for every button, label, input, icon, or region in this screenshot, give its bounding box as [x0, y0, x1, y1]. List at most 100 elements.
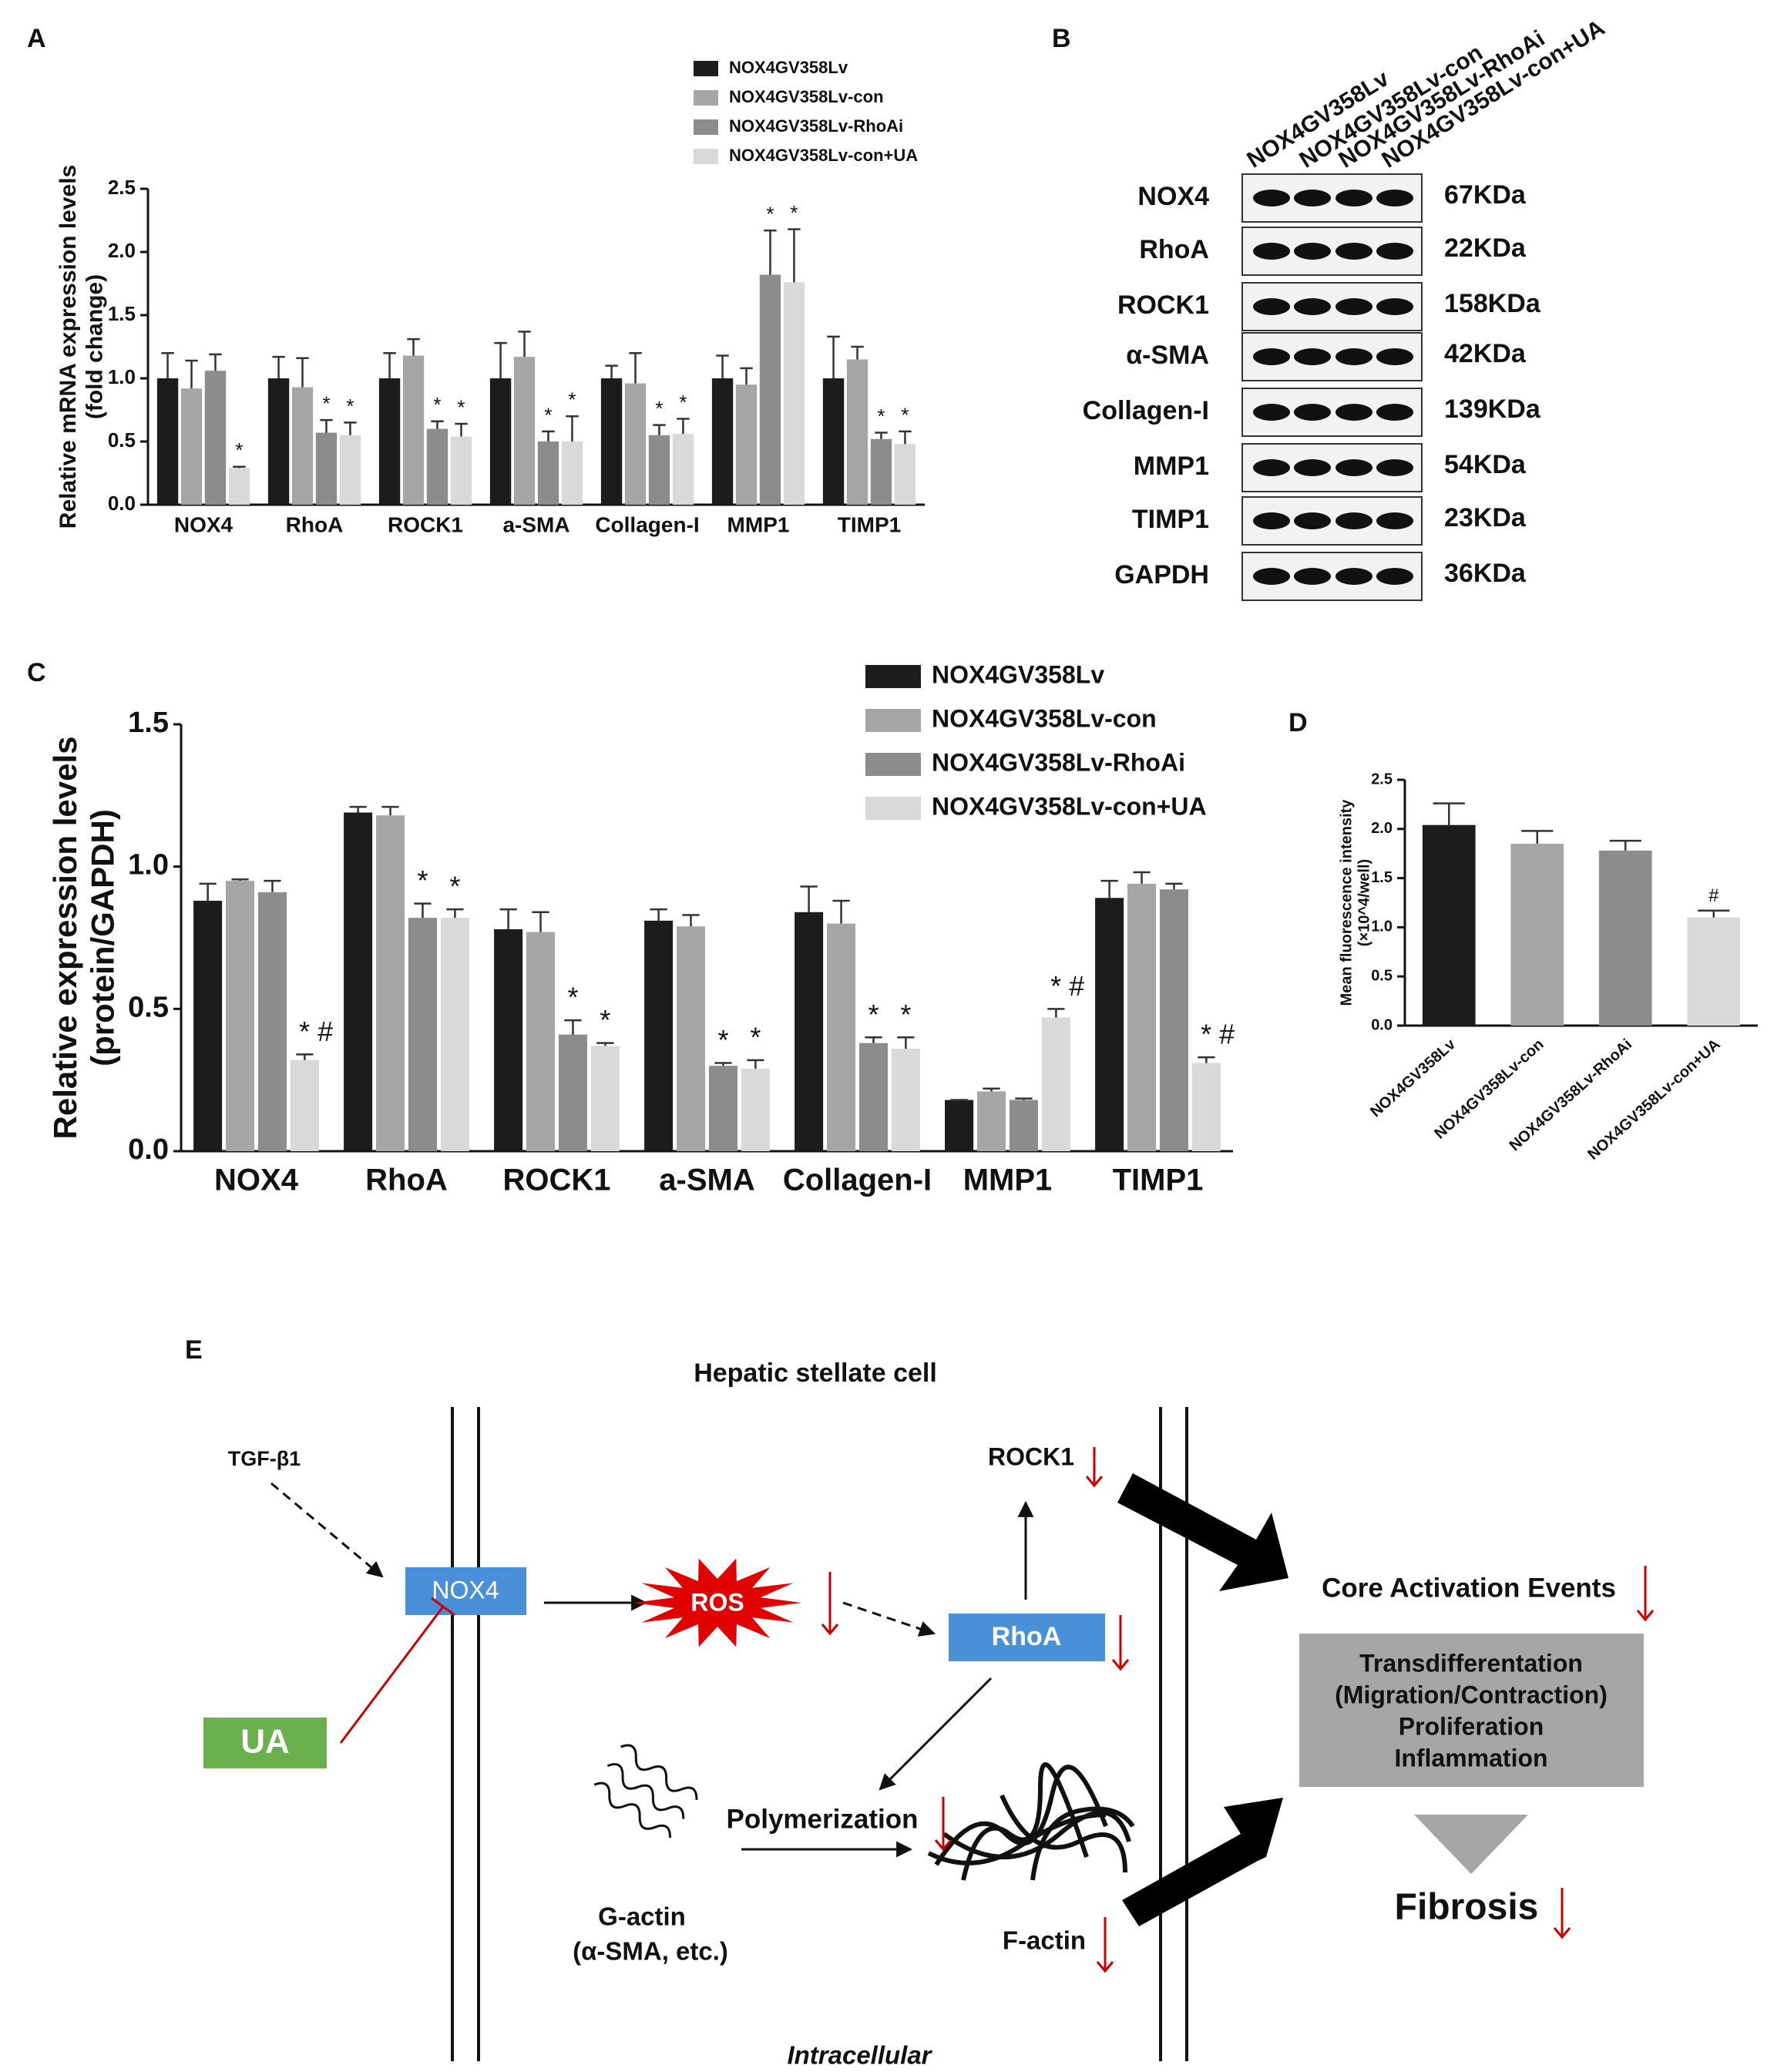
x-tick-label: RhoA: [365, 1164, 448, 1197]
bar: [1598, 850, 1652, 1026]
ua-box: [203, 1718, 327, 1768]
band: [1335, 459, 1372, 476]
bar: [315, 432, 338, 505]
bar: [204, 371, 227, 505]
size-label: 42KDa: [1444, 339, 1527, 368]
band: [1253, 348, 1290, 365]
diagram-title: Hepatic stellate cell: [694, 1358, 937, 1388]
annotation: *: [346, 395, 354, 418]
bar: [894, 444, 916, 505]
legend-swatch: [865, 753, 921, 776]
ua-label: UA: [240, 1723, 290, 1761]
annotation: * #: [1050, 970, 1084, 1002]
event: Proliferation: [1399, 1712, 1544, 1740]
bar: [711, 378, 734, 505]
events-box: [1299, 1634, 1644, 1787]
band: [1253, 298, 1290, 315]
big-arrow: [1122, 1798, 1283, 1926]
x-tick-label: NOX4GV358Lv: [1367, 1036, 1459, 1121]
annotation: *: [750, 1021, 761, 1053]
band: [1294, 459, 1331, 476]
bar: [1127, 883, 1157, 1151]
annotation: *: [766, 202, 774, 225]
band: [1253, 568, 1290, 585]
diagram: E Hepatic stellate cell TGF-β1 NOX4 UA R…: [185, 1335, 1655, 2070]
bar: [440, 918, 469, 1151]
legend-swatch: [694, 119, 718, 135]
band: [1294, 512, 1331, 529]
size-label: 22KDa: [1444, 233, 1527, 263]
annotation: *: [433, 393, 441, 416]
bar: [783, 282, 805, 505]
annotation: *: [717, 1024, 728, 1056]
event: Inflammation: [1394, 1744, 1547, 1771]
protein-label: GAPDH: [1114, 560, 1209, 589]
protein-label: RhoA: [1139, 235, 1209, 264]
bar: [526, 932, 556, 1151]
fibrosis-label: Fibrosis: [1395, 1887, 1539, 1928]
size-label: 158KDa: [1444, 289, 1541, 318]
annotation: *: [567, 982, 578, 1013]
polymerization-label: Polymerization: [727, 1804, 919, 1834]
rhoa-box: [949, 1614, 1105, 1661]
bar: [378, 378, 401, 505]
legend-swatch: [865, 709, 921, 732]
annotation: *: [790, 201, 798, 224]
band: [1376, 298, 1413, 315]
legend-swatch: [865, 797, 921, 820]
western-blot: NOX4GV358LvNOX4GV358Lv-conNOX4GV358Lv-Rh…: [1083, 15, 1609, 601]
annotation: *: [900, 999, 911, 1030]
protein-label: NOX4: [1137, 182, 1209, 211]
panel-label: B: [1052, 24, 1071, 53]
bar: [672, 434, 694, 505]
gactin-label: G-actin: [598, 1902, 686, 1931]
ros-label: ROS: [690, 1588, 744, 1616]
bar: [624, 383, 647, 505]
rhoa-label: RhoA: [992, 1622, 1062, 1651]
band: [1253, 459, 1290, 476]
y-tick-label: 0.5: [1371, 967, 1393, 984]
annotation: *: [868, 999, 879, 1030]
y-tick-label: 1.0: [128, 849, 169, 882]
bar: [494, 929, 523, 1151]
bar: [193, 900, 223, 1151]
bar: [822, 378, 845, 505]
legend-label: NOX4GV358Lv-con: [932, 704, 1157, 732]
y-tick-label: 1.5: [108, 302, 136, 325]
bar: [537, 442, 559, 505]
protein-label: Collagen-I: [1083, 396, 1209, 425]
band: [1253, 243, 1290, 260]
tgf-label: TGF-β1: [228, 1447, 301, 1470]
protein-label: ROCK1: [1117, 290, 1209, 320]
x-tick-label: ROCK1: [502, 1164, 610, 1197]
legend-swatch: [694, 61, 718, 76]
legend-swatch: [865, 665, 921, 688]
bar: [977, 1091, 1006, 1151]
bar: [180, 388, 203, 505]
f-actin-icon: [927, 1762, 1135, 1881]
band: [1294, 404, 1331, 421]
g-actin-icon: [593, 1744, 698, 1839]
bar: [257, 892, 287, 1151]
bar: [795, 912, 824, 1151]
event: Transdifferentation: [1359, 1649, 1583, 1677]
legend-label: NOX4GV358Lv-con+UA: [932, 792, 1207, 820]
x-tick-label: a-SMA: [659, 1164, 754, 1197]
legend-label: NOX4GV358Lv: [932, 660, 1104, 688]
bar: [708, 1066, 737, 1151]
bar: [339, 435, 361, 505]
annotation: *: [449, 871, 460, 902]
annotation: *: [655, 397, 663, 420]
legend-label: NOX4GV358Lv: [729, 58, 848, 77]
bar: [759, 274, 781, 505]
band: [1253, 512, 1290, 529]
x-tick-label: NOX4: [214, 1164, 299, 1197]
legend-label: NOX4GV358Lv-RhoAi: [729, 116, 903, 136]
band: [1335, 298, 1372, 315]
y-axis-label: (fold change): [82, 274, 107, 419]
bar: [226, 881, 255, 1151]
bar: [891, 1049, 920, 1151]
size-label: 67KDa: [1444, 180, 1527, 210]
x-tick-label: MMP1: [963, 1164, 1053, 1197]
band: [1294, 243, 1331, 260]
